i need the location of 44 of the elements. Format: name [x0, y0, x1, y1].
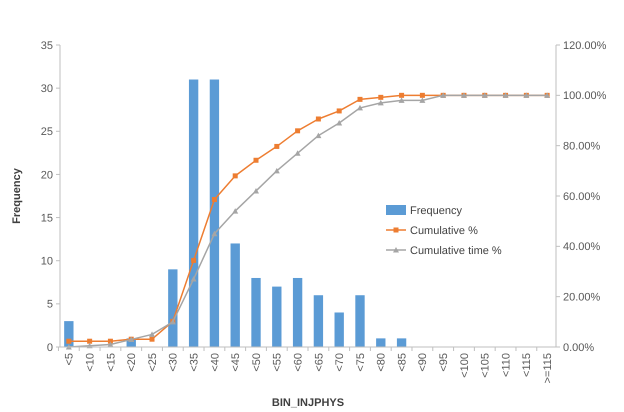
x-tick-label: <40 [209, 353, 222, 372]
x-tick-label: <100 [458, 353, 471, 378]
legend-label: Frequency [410, 204, 462, 217]
x-axis-title: BIN_INJPHYS [272, 397, 344, 409]
x-tick-label: <75 [354, 353, 367, 372]
y-tick-label: 10 [40, 256, 53, 268]
y2-tick-label: 40.00% [563, 241, 601, 254]
y-tick-label: 30 [40, 82, 53, 95]
y2-tick-label: 20.00% [563, 292, 601, 304]
x-tick-label: <55 [272, 353, 284, 372]
x-tick-label: >=115 [542, 353, 554, 384]
y-axis-title: Frequency [11, 167, 23, 224]
x-tick-label: <15 [105, 353, 118, 372]
y-tick-label: 5 [46, 298, 53, 311]
y-tick-label: 15 [40, 212, 53, 224]
x-tick-label: <105 [480, 353, 492, 378]
x-tick-label: <65 [313, 353, 326, 372]
x-tick-label: <10 [84, 353, 96, 372]
y2-tick-label: 0.00% [563, 342, 594, 354]
x-tick-label: <25 [146, 353, 159, 372]
x-tick-label: <5 [64, 353, 76, 366]
x-tick-label: <95 [438, 353, 450, 372]
x-tick-label: <80 [376, 353, 388, 372]
x-tick-label: <35 [188, 353, 200, 372]
x-tick-label: <45 [230, 353, 242, 372]
y-tick-label: 35 [40, 40, 53, 52]
x-tick-label: <115 [521, 353, 534, 377]
y-tick-label: 25 [40, 126, 53, 138]
x-tick-label: <110 [500, 353, 512, 377]
y2-tick-label: 60.00% [563, 190, 601, 203]
x-tick-label: <85 [396, 353, 408, 372]
legend-label: Cumulative time % [410, 244, 502, 257]
x-tick-label: <90 [417, 353, 430, 372]
legend-label: Cumulative % [410, 224, 478, 237]
x-tick-label: <30 [168, 353, 180, 372]
y-tick-label: 20 [40, 169, 53, 182]
x-tick-label: <20 [126, 353, 138, 372]
x-tick-label: <50 [250, 353, 263, 372]
y2-tick-label: 100.00% [563, 90, 607, 102]
x-tick-label: <60 [292, 353, 304, 372]
x-tick-label: <70 [334, 353, 346, 372]
y2-tick-label: 120.00% [563, 40, 607, 52]
y2-tick-label: 80.00% [563, 140, 601, 153]
y-tick-label: 0 [46, 342, 53, 354]
